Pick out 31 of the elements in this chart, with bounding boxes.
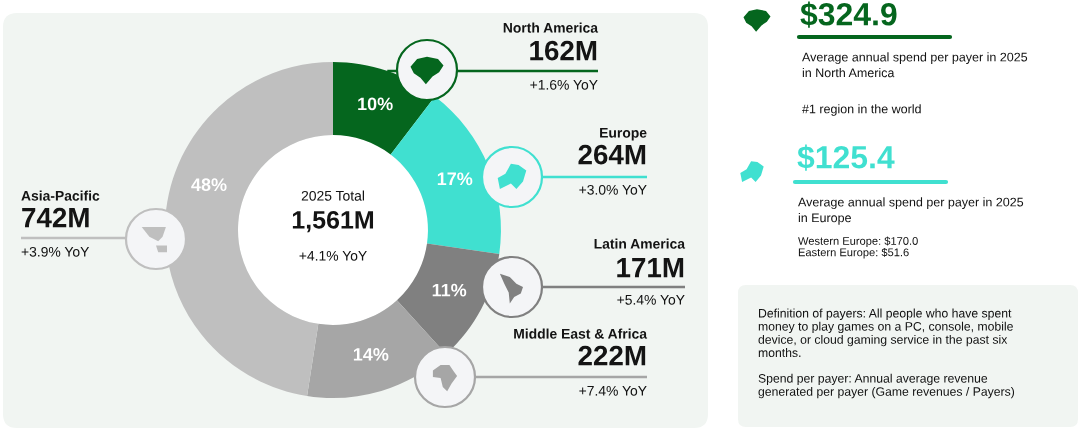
text: 11% [432, 283, 467, 297]
text: +7.4% YoY [579, 385, 647, 396]
text: Definition of payers: All people who have spent money to play games on a PC, console, mobile device, or cloud gaming service in the past six months. [758, 308, 1013, 358]
text: 48% [191, 178, 227, 192]
text: +1.6% YoY [530, 79, 598, 90]
text: $324.9 [800, 1, 897, 28]
text: 14% [353, 348, 389, 361]
text: Average annual spend per payer in 2025 in Europe [798, 197, 1024, 225]
text: +4.1% YoY [299, 250, 367, 261]
slice-label: Asia-Pacific [21, 190, 100, 201]
text: Average annual spend per payer in 2025 in North America [802, 52, 1028, 78]
slice-label: Middle East & Africa [514, 328, 648, 339]
text: +3.9% YoY [21, 246, 90, 257]
data-label: 162M [530, 40, 597, 61]
data-label: 222M [578, 345, 646, 366]
slice-label: Europe [600, 128, 647, 141]
text: 10% [358, 97, 393, 111]
text: Western Europe: $170.0 Eastern Europe: $51.6 [798, 236, 918, 259]
text: #1 region in the world [802, 104, 921, 116]
text: 17% [437, 172, 473, 186]
data-label: 171M [617, 258, 684, 278]
text: $125.4 [797, 144, 895, 171]
text: 2025 Total [301, 190, 364, 201]
slice-label: North America [503, 22, 599, 33]
text: +5.4% YoY [617, 294, 685, 305]
text: +3.0% YoY [579, 184, 647, 195]
data-label: 742M [22, 207, 89, 228]
text: 1,561M [292, 211, 374, 233]
slice-label: Latin America [594, 238, 686, 249]
data-label: 264M [578, 144, 646, 165]
text: Spend per payer: Annual average revenue generated per payer (Game revenues / Payers) [758, 373, 1015, 399]
